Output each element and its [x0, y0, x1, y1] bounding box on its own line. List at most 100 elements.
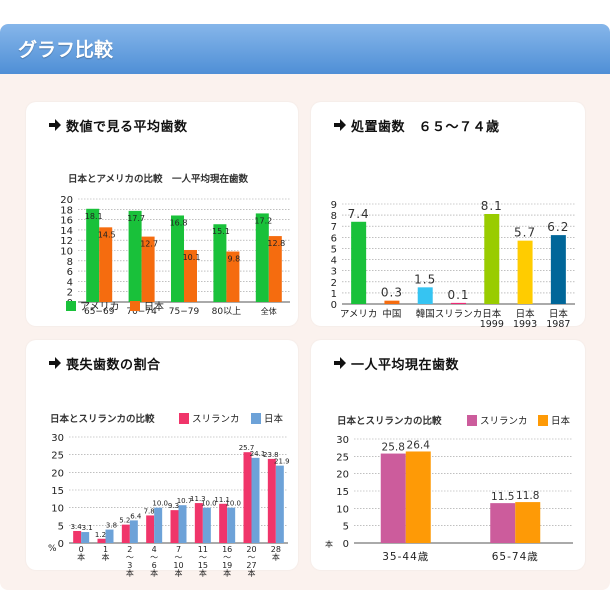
y-tick-label: 2	[331, 278, 337, 289]
y-tick-label: 9	[331, 200, 337, 211]
x-tick-label: 全体	[261, 306, 277, 316]
panel-title-text: 喪失歯数の割合	[66, 357, 161, 373]
legend-label: スリランカ	[480, 416, 528, 427]
y-tick-label: 30	[51, 433, 64, 444]
legend-swatch	[179, 413, 189, 424]
x-tick-label: 2 〜 3 本	[126, 545, 134, 578]
data-label: 24.1	[250, 450, 266, 458]
panel-title: 数値で見る平均歯数	[48, 114, 188, 136]
y-tick-label: 7	[331, 222, 337, 233]
x-tick-label: 中国	[382, 308, 401, 320]
x-tick-label: 70−74	[126, 307, 157, 317]
page-title: グラフ比較	[18, 39, 114, 61]
data-label: 12.8	[267, 239, 285, 248]
panel-loss-ratio: 喪失歯数の割合 日本とスリランカの比較 スリランカ 日本 0 5 10 15 20 25 30% 3…	[26, 340, 298, 578]
data-label: 11.8	[516, 490, 539, 502]
data-label: 9.8	[228, 255, 241, 264]
data-label: 26.4	[407, 439, 431, 451]
bar-japan	[129, 520, 138, 543]
header-bar: グラフ比較	[0, 24, 610, 74]
y-tick-label: 20	[60, 195, 73, 206]
y-tick-label: 18	[60, 205, 73, 216]
y-tick-label: 10	[60, 247, 73, 258]
x-tick-label: 20 〜 27 本	[246, 545, 256, 578]
arrow-right-icon	[49, 119, 61, 131]
bar-japan	[99, 227, 113, 302]
bar-japan	[226, 251, 240, 302]
bar-america	[213, 224, 227, 302]
chart-subtitle: 日本とアメリカの比較 一人平均現在歯数	[68, 173, 249, 185]
chart-average-teeth: 日本とアメリカの比較 一人平均現在歯数0246810121416182018.1…	[60, 173, 290, 317]
x-tick-label: 11 〜 15 本	[198, 545, 208, 578]
data-label: 10.0	[201, 500, 217, 508]
x-tick-label: 28 本	[271, 545, 281, 562]
legend-label: アメリカ	[80, 301, 120, 313]
bar-srilanka	[380, 453, 406, 543]
data-label: 11.5	[491, 491, 514, 503]
x-tick-label: 韓国	[416, 309, 435, 320]
bar	[417, 287, 433, 304]
bar	[384, 300, 400, 304]
bar-srilanka	[267, 458, 276, 543]
bar-america	[255, 213, 269, 302]
data-label: 11.1	[214, 496, 230, 504]
x-tick-label: 65-74歳	[492, 551, 539, 563]
bar-japan	[184, 249, 197, 302]
y-tick-label: 1	[331, 289, 337, 300]
bar-srilanka	[194, 503, 203, 543]
y-tick-label: 3	[331, 267, 337, 278]
bar-japan	[202, 507, 211, 543]
panel-title: 処置歯数 ６５～７４歳	[333, 114, 500, 136]
arrow-right-icon	[49, 357, 61, 369]
bar-america	[128, 210, 142, 302]
data-label: 5.2	[119, 517, 130, 525]
legend-swatch	[130, 301, 140, 311]
legend-label: 日本	[551, 415, 571, 427]
y-tick-label: 2	[67, 288, 73, 299]
x-tick-label: 16 〜 19 本	[222, 545, 232, 578]
bar-japan	[275, 465, 284, 543]
data-label: 9.3	[168, 502, 179, 510]
y-tick-label: 12	[60, 236, 73, 247]
bar-srilanka	[73, 530, 82, 543]
panel-title-text: 一人平均現在歯数	[351, 357, 460, 373]
y-tick-label: 20	[336, 470, 349, 481]
bar-japan	[154, 507, 163, 543]
data-label: 8.1	[481, 199, 503, 213]
bar-america	[171, 215, 184, 302]
panel-title: 一人平均現在歯数	[333, 352, 459, 374]
x-tick-label: 日本 1999	[480, 308, 504, 330]
data-label: 7.8	[144, 507, 155, 515]
y-tick-label: 0	[343, 539, 349, 550]
y-tick-label: 8	[331, 211, 337, 222]
data-label: 16.8	[170, 218, 188, 227]
data-label: 17.7	[127, 214, 145, 223]
data-label: 12.7	[140, 240, 158, 249]
x-tick-label: 35-44歳	[382, 551, 429, 563]
data-label: 18.1	[85, 212, 103, 221]
y-tick-label: 16	[60, 216, 73, 227]
data-label: 10.7	[177, 497, 193, 505]
y-tick-label: 10	[336, 504, 349, 515]
legend-swatch	[251, 413, 261, 424]
data-label: 10.1	[183, 253, 201, 262]
data-label: 21.9	[274, 458, 290, 466]
bar-srilanka	[490, 503, 516, 543]
x-tick-label: 日本 1993	[513, 308, 537, 330]
x-tick-label: 4 〜 6 本	[150, 545, 158, 578]
bar-srilanka	[219, 503, 228, 543]
bar-srilanka	[121, 524, 130, 543]
panel-treatment: 処置歯数 ６５～７４歳 0 1 2 3 4 5 6 7 8 9 7.4 アメリカ 0.3 中国 1.5 韓国 0…	[311, 102, 585, 330]
y-tick-label: 5	[343, 522, 349, 533]
bar-srilanka	[170, 510, 179, 543]
bar-japan	[268, 236, 282, 302]
y-tick-label: 14	[60, 226, 73, 237]
bar-srilanka	[243, 452, 252, 543]
data-label: 7.4	[348, 207, 370, 221]
y-tick-label: 5	[331, 244, 337, 255]
y-tick-label: 15	[51, 486, 64, 497]
bar-japan	[515, 502, 541, 543]
bar-japan	[105, 529, 114, 543]
bar-japan	[227, 507, 236, 543]
